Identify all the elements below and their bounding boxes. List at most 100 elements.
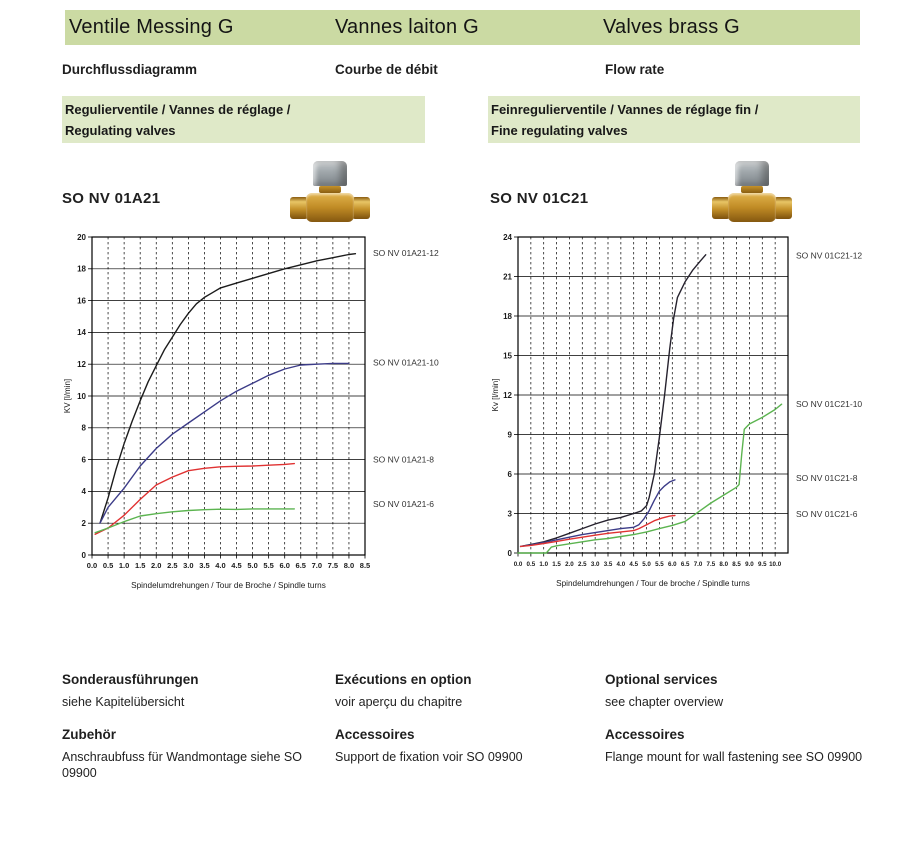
x-tick-label: 7.0 (694, 561, 703, 568)
header-bar: Ventile Messing G Vannes laiton G Valves… (65, 10, 860, 45)
x-tick-label: 1.5 (552, 561, 561, 568)
y-tick-label: 8 (82, 424, 87, 433)
x-tick-label: 3.5 (604, 561, 613, 568)
y-tick-label: 9 (508, 430, 513, 439)
footer-body: voir aperçu du chapitre (335, 695, 463, 709)
y-tick-label: 3 (508, 509, 513, 518)
x-tick-label: 1.0 (119, 561, 129, 570)
footer-heading: Accessoires (335, 727, 415, 742)
valve-fitting-left (290, 197, 308, 219)
valve-body (306, 193, 354, 222)
y-tick-label: 18 (77, 265, 86, 274)
x-tick-label: 4.5 (629, 561, 638, 568)
footer-heading: Zubehör (62, 727, 116, 742)
x-tick-label: 8.0 (344, 561, 354, 570)
valve-fitting-left (712, 197, 730, 219)
y-axis-title: KV [l/min] (63, 379, 72, 413)
valve-fitting-right (352, 197, 370, 219)
x-tick-label: 9.5 (758, 561, 767, 568)
subtitle-fr: Courbe de débit (335, 62, 438, 77)
x-tick-label: 0.0 (514, 561, 523, 568)
footer-heading: Exécutions en option (335, 672, 472, 687)
y-tick-label: 0 (508, 549, 513, 558)
header-title-de: Ventile Messing G (69, 16, 234, 38)
header-title-en: Valves brass G (603, 16, 740, 38)
banner-fine-regulating-valves: Feinregulierventile / Vannes de réglage … (488, 96, 860, 143)
banner-regulating-valves: Regulierventile / Vannes de réglage / Re… (62, 96, 425, 143)
footer-body: Support de fixation voir SO 09900 (335, 750, 523, 764)
banner-line2: Fine regulating valves (491, 123, 628, 138)
valve-photo (289, 161, 371, 227)
y-tick-label: 14 (77, 328, 86, 337)
x-tick-label: 5.0 (247, 561, 257, 570)
series-label: SO NV 01A21-6 (373, 499, 434, 509)
footer-heading: Optional services (605, 672, 718, 687)
x-tick-label: 1.5 (135, 561, 145, 570)
footer-heading: Sonderausführungen (62, 672, 199, 687)
series-label: SO NV 01C21-12 (796, 250, 862, 260)
x-tick-label: 0.5 (103, 561, 113, 570)
x-tick-label: 3.5 (199, 561, 209, 570)
series-label: SO NV 01C21-8 (796, 473, 858, 483)
series-line-SO-NV-01A21-10 (99, 362, 350, 524)
x-tick-label: 8.5 (732, 561, 741, 568)
x-tick-label: 4.5 (231, 561, 241, 570)
x-tick-label: 5.0 (642, 561, 651, 568)
x-tick-label: 3.0 (591, 561, 600, 568)
valve-knob (313, 161, 347, 186)
footer-body: Anschraubfuss für Wandmontage siehe SO 0… (62, 750, 302, 780)
y-tick-label: 16 (77, 296, 86, 305)
series-line-SO-NV-01C21-6 (519, 514, 676, 548)
y-tick-label: 2 (82, 519, 87, 528)
footer-body: Flange mount for wall fastening see SO 0… (605, 750, 863, 764)
y-tick-label: 21 (503, 272, 512, 281)
series-line-SO-NV-01A21-8 (94, 462, 295, 535)
x-tick-label: 7.0 (312, 561, 322, 570)
series-label: SO NV 01C21-10 (796, 399, 862, 409)
series-label: SO NV 01C21-6 (796, 509, 858, 519)
x-axis-title: Spindelumdrehungen / Tour de Broche / Sp… (131, 581, 326, 590)
y-tick-label: 4 (82, 487, 87, 496)
x-tick-label: 2.5 (167, 561, 177, 570)
x-tick-label: 5.5 (263, 561, 273, 570)
x-tick-label: 8.5 (360, 561, 370, 570)
x-tick-label: 9.0 (745, 561, 754, 568)
x-tick-label: 10.0 (769, 561, 782, 568)
banner-line1: Feinregulierventile / Vannes de réglage … (491, 102, 759, 117)
footer-body: siehe Kapitelübersicht (62, 695, 185, 709)
series-label: SO NV 01A21-12 (373, 248, 439, 258)
x-tick-label: 6.0 (279, 561, 289, 570)
x-axis-title: Spindelumdrehungen / Tour de broche / Sp… (556, 579, 750, 588)
header-title-fr: Vannes laiton G (335, 16, 479, 38)
valve-collar (319, 186, 341, 193)
footer-column-fr: Exécutions en option voir aperçu du chap… (335, 672, 593, 782)
y-axis-title: Kv [l/min] (491, 379, 500, 412)
product-code-so-nv-01c21: SO NV 01C21 (490, 190, 589, 207)
x-tick-label: 7.5 (328, 561, 338, 570)
banner-line2: Regulating valves (65, 123, 176, 138)
x-tick-label: 6.5 (681, 561, 690, 568)
x-tick-label: 8.0 (719, 561, 728, 568)
x-tick-label: 5.5 (655, 561, 664, 568)
valve-photo (711, 161, 793, 227)
product-code-so-nv-01a21: SO NV 01A21 (62, 190, 161, 207)
y-tick-label: 0 (82, 551, 87, 560)
x-tick-label: 6.0 (668, 561, 677, 568)
series-line-SO-NV-01C21-10 (517, 403, 783, 554)
flow-chart-so-nv-01c21: 0.0 0.5 1.0 1.5 2.0 2.5 3.0 3.5 4.0 4.5 5.0 5.5 6.0 6… (488, 228, 916, 600)
x-tick-label: 2.5 (578, 561, 587, 568)
flow-chart-so-nv-01a21: 0.0 0.5 1.0 1.5 2.0 2.5 3.0 3.5 4.0 4.5 5.0 5.5 6.0 6… (60, 228, 480, 600)
series-line-SO-NV-01A21-12 (99, 253, 357, 524)
y-tick-label: 12 (503, 391, 512, 400)
valve-collar (741, 186, 763, 193)
y-tick-label: 24 (503, 233, 512, 242)
series-label: SO NV 01A21-10 (373, 358, 439, 368)
y-tick-label: 6 (508, 470, 513, 479)
series-label: SO NV 01A21-8 (373, 455, 434, 465)
y-tick-label: 10 (77, 392, 86, 401)
subtitle-en: Flow rate (605, 62, 665, 77)
footer-heading: Accessoires (605, 727, 685, 742)
subtitle-de: Durchflussdiagramm (62, 62, 198, 77)
x-tick-label: 4.0 (215, 561, 225, 570)
